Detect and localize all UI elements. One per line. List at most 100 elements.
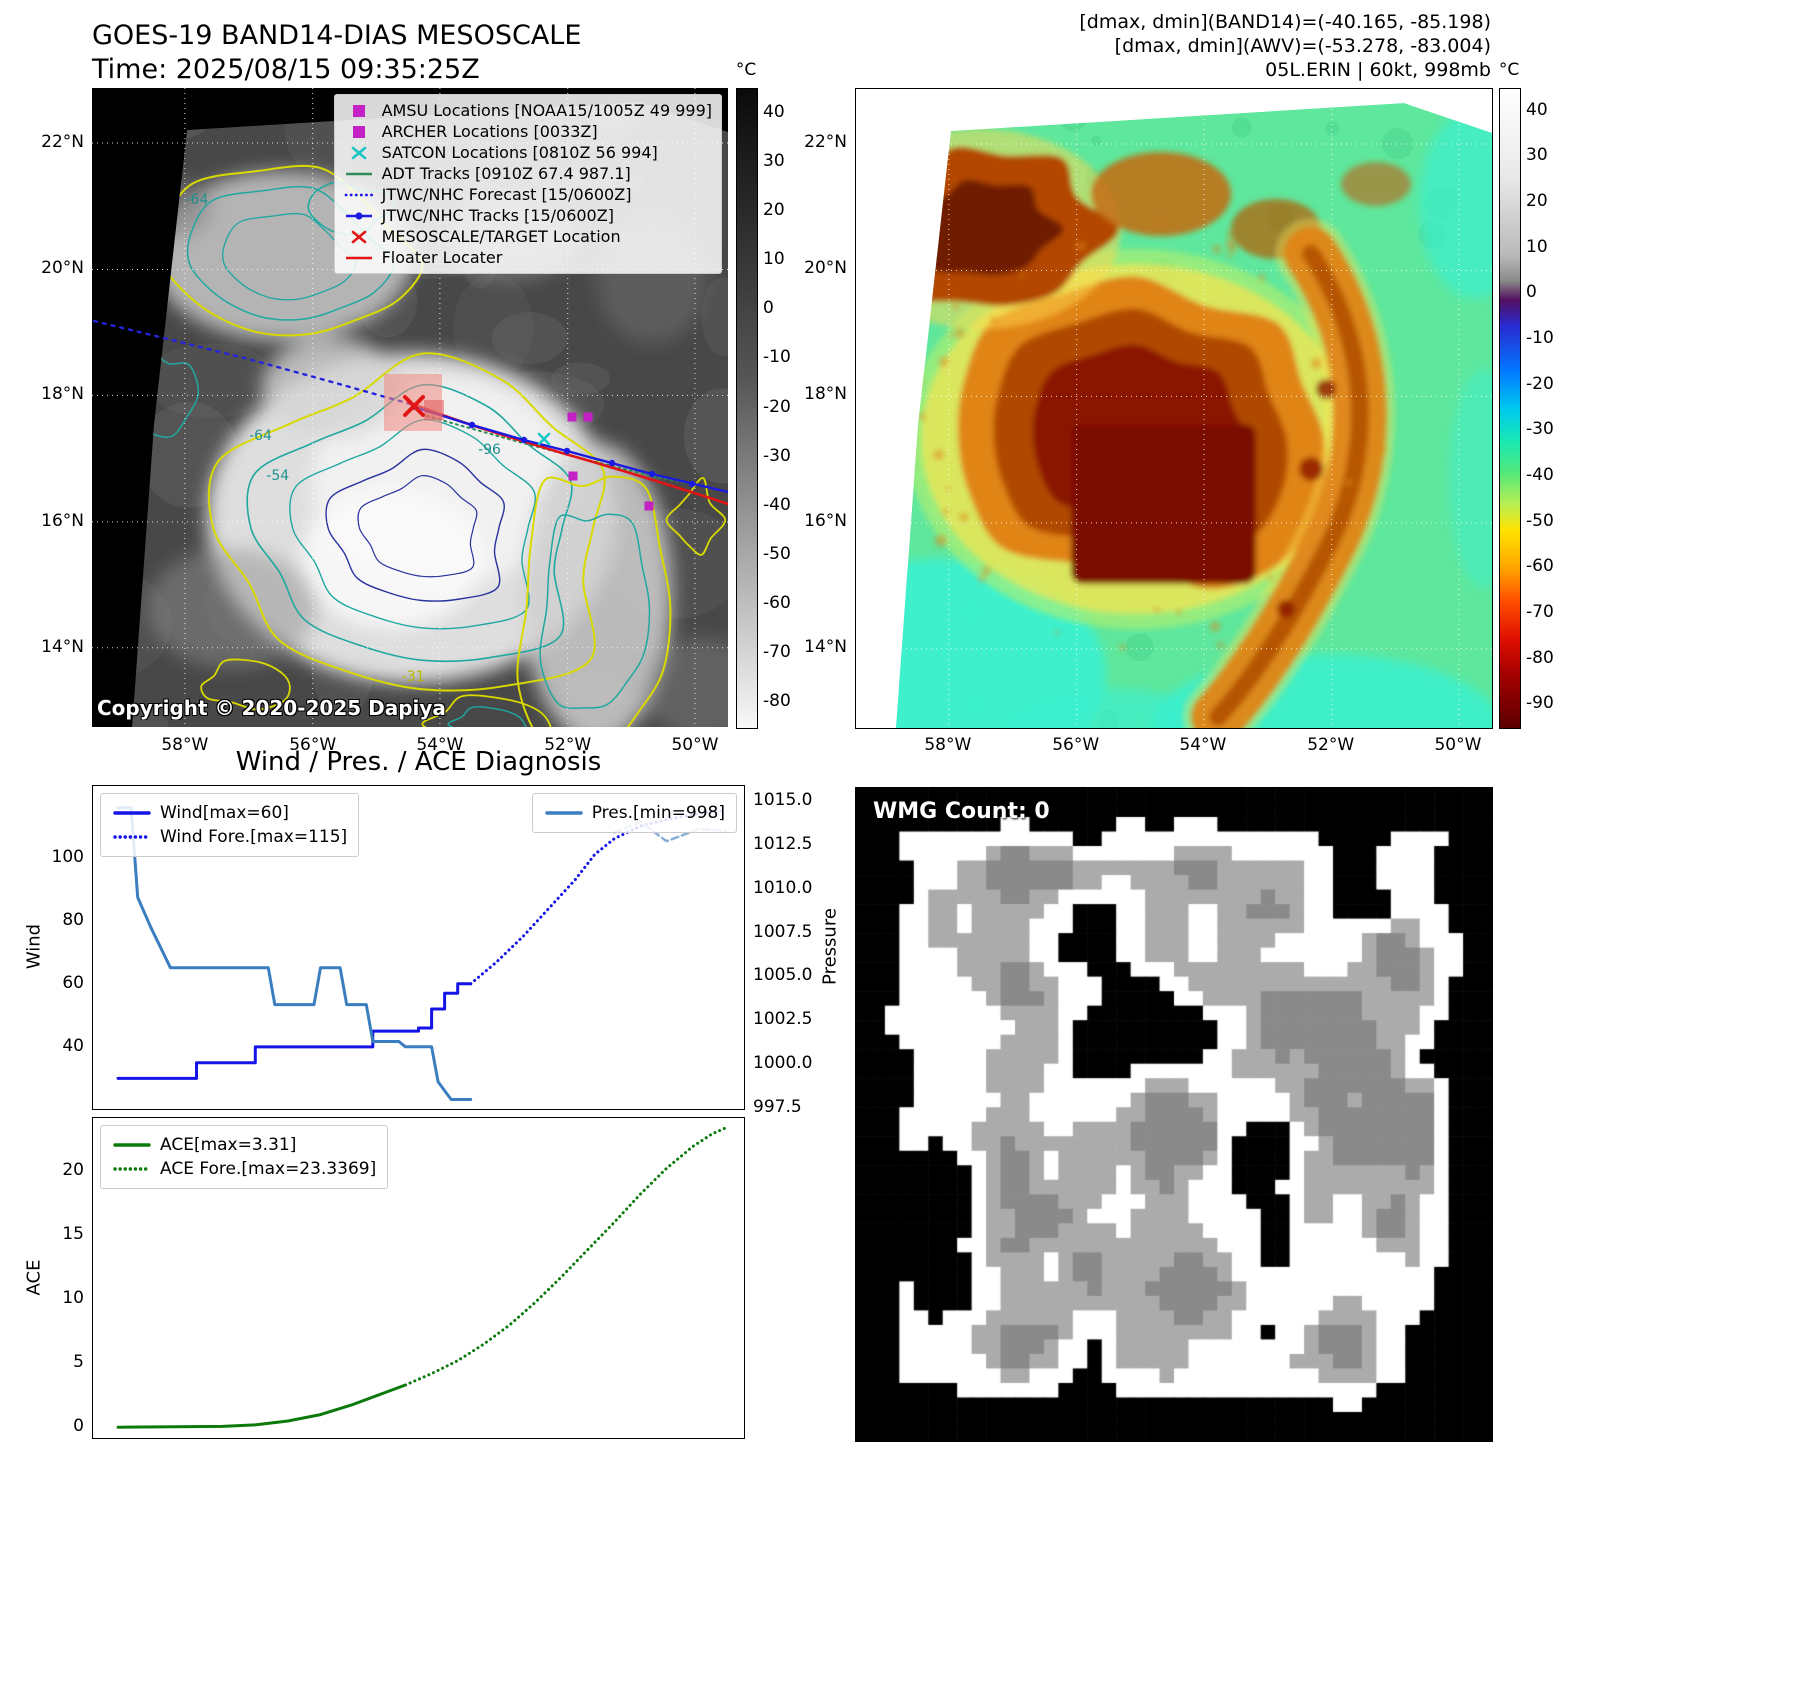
tick-lon: 56°W	[289, 735, 337, 755]
legend-label: Floater Locater	[381, 248, 503, 267]
panel2-header: [dmax, dmin](BAND14)=(-40.165, -85.198) …	[1000, 10, 1491, 82]
legend-label: JTWC/NHC Forecast [15/0600Z]	[381, 185, 632, 204]
tick-y: 40	[62, 1035, 84, 1056]
square-marker-icon	[352, 104, 365, 117]
tick-lat: 18°N	[41, 384, 84, 405]
tick-y: 10	[62, 1288, 84, 1309]
legend-ace: ACE[max=3.31] ACE Fore.[max=23.3369]	[100, 1125, 389, 1189]
tick-lon: 54°W	[1179, 735, 1227, 755]
tick-y: 60	[62, 972, 84, 993]
axis-label-pressure: Pressure	[819, 908, 841, 985]
tick-lat: 22°N	[41, 131, 84, 152]
tick-y: 80	[62, 909, 84, 930]
line-marker-icon	[345, 256, 372, 259]
tick-cb2-unit: °C	[1498, 60, 1520, 80]
legend-item: AMSU Locations [NOAA15/1005Z 49 999]	[344, 100, 712, 121]
legend-wind: Wind[max=60] Wind Fore.[max=115]	[100, 793, 360, 857]
legend-item: Wind Fore.[max=115]	[112, 825, 347, 849]
tick-cb1: 10	[763, 249, 785, 270]
tick-lat: 22°N	[804, 131, 847, 152]
awv-dmax-dmin: [dmax, dmin](AWV)=(-53.278, -83.004)	[1114, 35, 1491, 57]
tick-cb2: -40	[1526, 464, 1554, 485]
tick-lat: 14°N	[41, 636, 84, 657]
tick-lat: 20°N	[41, 258, 84, 279]
tick-lon: 54°W	[416, 735, 464, 755]
legend-label: Wind[max=60]	[160, 803, 289, 823]
tick-y: 5	[73, 1352, 84, 1373]
storm-id-intensity: 05L.ERIN | 60kt, 998mb	[1265, 59, 1491, 81]
tick-cb1: -20	[763, 396, 791, 417]
linedot-marker-icon	[345, 211, 372, 220]
xmark-marker-icon	[351, 146, 366, 159]
tick-y: 20	[62, 1159, 84, 1180]
tick-cb1: -10	[763, 347, 791, 368]
tick-y2: 997.5	[753, 1097, 802, 1118]
legend-item: SATCON Locations [0810Z 56 994]	[344, 142, 712, 163]
tick-cb2: -20	[1526, 373, 1554, 394]
tick-lat: 16°N	[41, 510, 84, 531]
legend-line-swatch	[113, 1143, 151, 1147]
tick-cb1-unit: °C	[735, 60, 757, 80]
contour-label: -64	[249, 428, 272, 445]
legend-label: Wind Fore.[max=115]	[160, 827, 348, 847]
contour-label: -96	[478, 442, 501, 459]
wmg-image	[855, 787, 1493, 1442]
legend-pres: Pres.[min=998]	[531, 793, 737, 833]
contour-label: -64	[185, 191, 209, 208]
tick-y2: 1007.5	[753, 921, 813, 942]
wmg-count-label: WMG Count: 0	[873, 799, 1050, 824]
tick-cb2: 40	[1526, 99, 1548, 120]
tick-lon: 52°W	[1307, 735, 1355, 755]
tick-y2: 1000.0	[753, 1053, 813, 1074]
legend-item: JTWC/NHC Tracks [15/0600Z]	[344, 205, 712, 226]
tick-cb2: -90	[1526, 693, 1554, 714]
legend-item: MESOSCALE/TARGET Location	[344, 226, 712, 247]
tick-lat: 14°N	[804, 636, 847, 657]
tick-cb1: 20	[763, 199, 785, 220]
tick-cb1: 30	[763, 150, 785, 171]
tick-cb1: 0	[763, 298, 774, 319]
legend-label: AMSU Locations [NOAA15/1005Z 49 999]	[381, 101, 712, 120]
panel3-title: Wind / Pres. / ACE Diagnosis	[235, 747, 602, 777]
tick-lon: 58°W	[161, 735, 209, 755]
legend-item: ACE Fore.[max=23.3369]	[112, 1157, 376, 1181]
tick-y2: 1015.0	[753, 789, 813, 810]
tick-cb1: 40	[763, 101, 785, 122]
tick-lon: 58°W	[924, 735, 972, 755]
tick-lon: 52°W	[544, 735, 592, 755]
tick-cb1: -40	[763, 494, 791, 515]
tick-y: 15	[62, 1224, 84, 1245]
tick-y: 0	[73, 1416, 84, 1437]
legend-label: ACE Fore.[max=23.3369]	[160, 1159, 377, 1179]
legend-item: Wind[max=60]	[112, 801, 347, 825]
band14-map-legend: AMSU Locations [NOAA15/1005Z 49 999] ARCH…	[333, 94, 722, 274]
legend-label: ARCHER Locations [0033Z]	[381, 122, 598, 141]
panel1-title: GOES-19 BAND14-DIAS MESOSCALE	[92, 20, 582, 51]
tick-lon: 50°W	[671, 735, 719, 755]
tick-cb2: 0	[1526, 282, 1537, 303]
legend-label: Pres.[min=998]	[591, 803, 725, 823]
legend-item: ADT Tracks [0910Z 67.4 987.1]	[344, 163, 712, 184]
contour-label: -54	[266, 467, 290, 484]
line-marker-icon	[345, 172, 372, 175]
xmark-marker-icon	[351, 230, 366, 243]
legend-label: ACE[max=3.31]	[160, 1135, 297, 1155]
tick-y2: 1010.0	[753, 877, 813, 898]
tick-y2: 1012.5	[753, 833, 813, 854]
legend-label: ADT Tracks [0910Z 67.4 987.1]	[381, 164, 631, 183]
tick-y2: 1002.5	[753, 1009, 813, 1030]
tick-cb2: 10	[1526, 236, 1548, 257]
awv-map	[855, 88, 1493, 729]
tick-y: 100	[51, 846, 84, 867]
tick-cb2: -60	[1526, 556, 1554, 577]
band14-colorbar	[736, 88, 758, 729]
panel1-subtitle: Time: 2025/08/15 09:35:25Z	[92, 54, 480, 85]
tick-cb1: -70	[763, 642, 791, 663]
legend-label: MESOSCALE/TARGET Location	[381, 227, 621, 246]
tick-cb1: -80	[763, 691, 791, 712]
band14-dmax-dmin: [dmax, dmin](BAND14)=(-40.165, -85.198)	[1079, 11, 1491, 33]
legend-line-swatch	[544, 811, 583, 815]
awv-colorbar	[1499, 88, 1521, 729]
tick-cb2: 20	[1526, 191, 1548, 212]
tick-cb2: 30	[1526, 145, 1548, 166]
